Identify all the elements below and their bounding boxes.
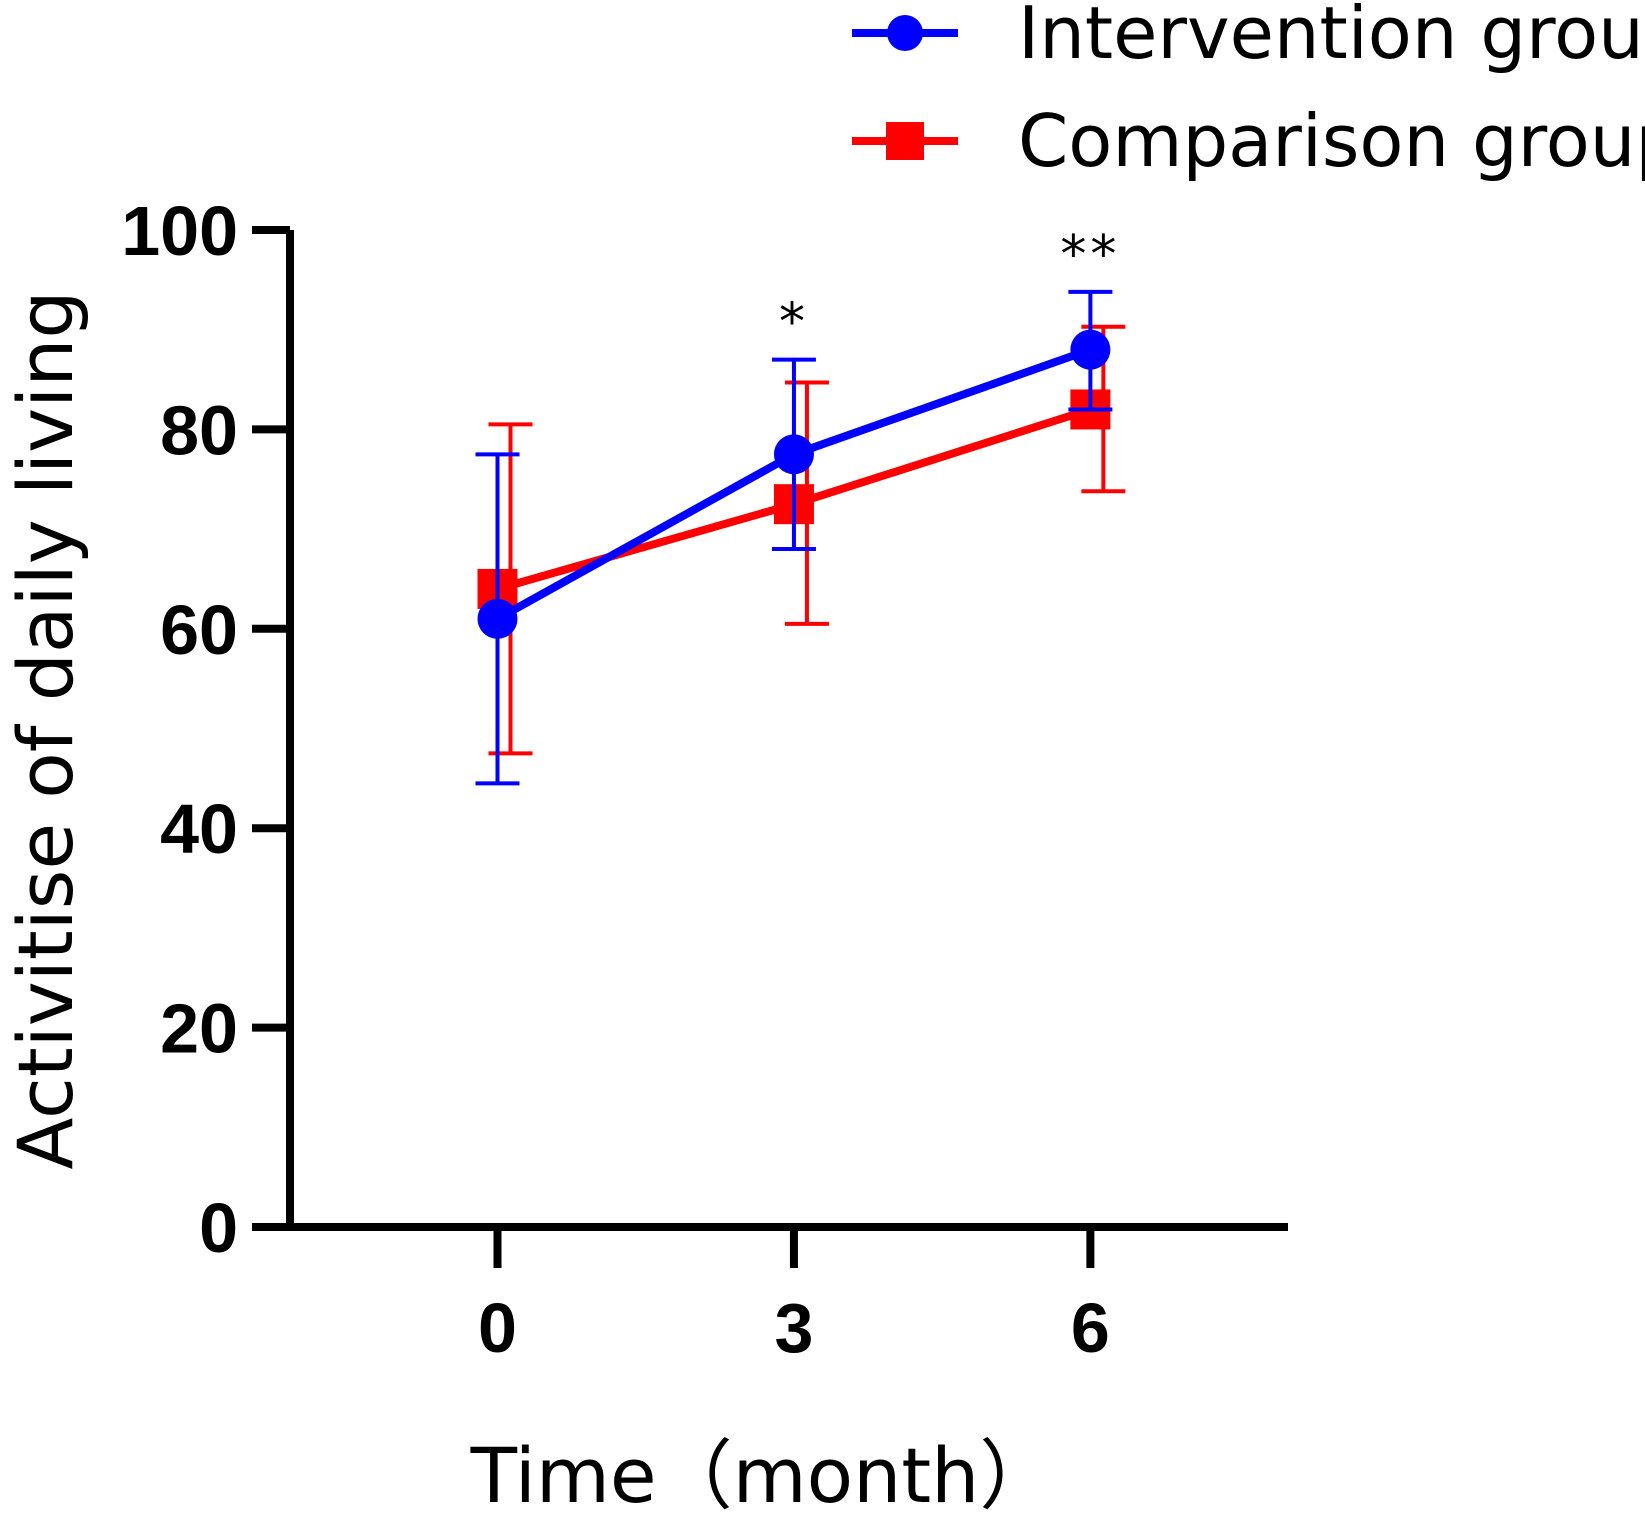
y-ticks: 0 20 40 60 80 100 [121,192,290,1267]
y-tick-label-40: 40 [160,790,238,868]
y-axis-title: Activitise of daily living [1,290,90,1169]
legend-label-comparison: Comparison group [1018,99,1645,183]
data-point-intervention-3 [773,434,814,475]
series-layer [475,289,1126,786]
series-intervention [475,289,1113,786]
legend: Intervention group Comparison group [852,0,1645,183]
x-axis-title: Time（month） [470,1431,1056,1518]
axes [252,230,1288,1231]
legend-marker-comparison [886,122,924,160]
significance-label-3: * [779,293,809,353]
y-tick-label-80: 80 [160,391,238,469]
legend-label-intervention: Intervention group [1018,0,1645,75]
x-tick-label-0: 0 [478,1289,517,1367]
legend-item-comparison: Comparison group [852,99,1645,183]
y-tick-label-100: 100 [121,192,238,270]
series-comparison [477,324,1126,756]
x-ticks: 0 3 6 [478,1227,1110,1367]
data-point-intervention-0 [477,598,518,639]
x-tick-label-3: 3 [774,1289,813,1367]
y-tick-label-0: 0 [199,1189,238,1267]
x-tick-label-6: 6 [1071,1289,1110,1367]
significance-label-6: ** [1060,225,1120,285]
y-tick-label-60: 60 [160,591,238,669]
annotations: *** [779,225,1120,353]
y-tick-label-20: 20 [160,990,238,1068]
legend-item-intervention: Intervention group [852,0,1645,75]
data-point-intervention-6 [1070,329,1111,370]
legend-marker-intervention [887,15,923,51]
